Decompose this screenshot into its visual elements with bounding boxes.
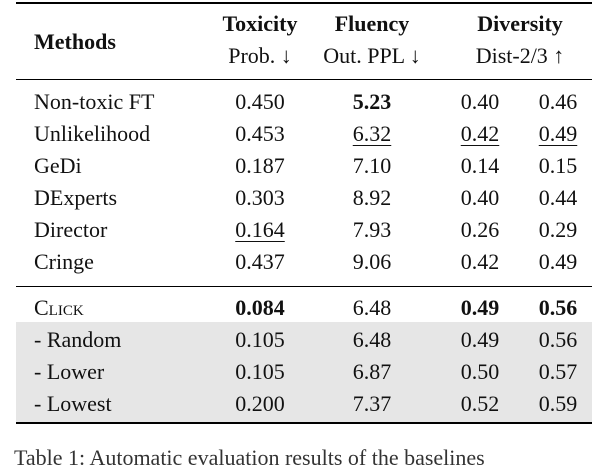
row-ppl: 6.87	[352, 359, 392, 384]
row-dist2: 0.49	[460, 295, 500, 320]
row-toxicity: 0.453	[235, 121, 285, 146]
row-ppl: 9.06	[352, 249, 392, 274]
row-method: DExperts	[34, 185, 118, 210]
row-dist2: 0.52	[460, 391, 500, 416]
bottom-rule	[16, 422, 592, 424]
header-methods: Methods	[34, 29, 116, 54]
row-toxicity: 0.303	[235, 185, 285, 210]
row-dist2: 0.50	[460, 359, 500, 384]
row-dist2: 0.26	[460, 217, 500, 242]
row-dist2: 0.40	[460, 89, 500, 114]
row-ppl: 6.32	[352, 121, 392, 146]
row-method: Non-toxic FT	[34, 89, 155, 114]
row-dist3: 0.49	[538, 249, 578, 274]
table-caption: Table 1: Automatic evaluation results of…	[14, 445, 485, 470]
row-dist2: 0.42	[460, 249, 500, 274]
row-ppl: 7.37	[352, 391, 392, 416]
row-dist3: 0.15	[538, 153, 578, 178]
top-rule	[16, 2, 592, 4]
row-dist3: 0.57	[538, 359, 578, 384]
row-dist3: 0.29	[538, 217, 578, 242]
row-toxicity: 0.200	[235, 391, 285, 416]
row-toxicity: 0.437	[235, 249, 285, 274]
row-toxicity: 0.105	[235, 327, 285, 352]
row-method: - Random	[34, 327, 122, 352]
row-toxicity: 0.105	[235, 359, 285, 384]
header-diversity-sub: Dist-2/3 ↑	[475, 43, 565, 68]
row-ppl: 8.92	[352, 185, 392, 210]
row-method: GeDi	[34, 153, 82, 178]
row-ppl: 6.48	[352, 295, 392, 320]
row-ppl: 6.48	[352, 327, 392, 352]
row-toxicity: 0.164	[235, 217, 285, 242]
row-dist3: 0.59	[538, 391, 578, 416]
row-ppl: 7.93	[352, 217, 392, 242]
row-method: Unlikelihood	[34, 121, 151, 146]
row-dist3: 0.49	[538, 121, 578, 146]
row-dist2: 0.14	[460, 153, 500, 178]
row-dist2: 0.42	[460, 121, 500, 146]
row-dist3: 0.44	[538, 185, 578, 210]
row-toxicity: 0.450	[235, 89, 285, 114]
row-dist3: 0.56	[538, 327, 578, 352]
header-toxicity-sub: Prob. ↓	[228, 43, 292, 68]
section-rule	[16, 286, 592, 287]
header-toxicity: Toxicity	[222, 11, 298, 36]
row-toxicity: 0.084	[235, 295, 285, 320]
row-method: Cringe	[34, 249, 94, 274]
row-toxicity: 0.187	[235, 153, 285, 178]
row-method: Click	[34, 295, 84, 320]
header-fluency-sub: Out. PPL ↓	[323, 43, 421, 68]
row-dist2: 0.40	[460, 185, 500, 210]
row-ppl: 7.10	[352, 153, 392, 178]
ablation-shade	[16, 322, 592, 422]
row-ppl: 5.23	[352, 89, 392, 114]
row-method: - Lowest	[34, 391, 112, 416]
row-dist2: 0.49	[460, 327, 500, 352]
header-diversity: Diversity	[477, 11, 563, 36]
row-dist3: 0.46	[538, 89, 578, 114]
row-dist3: 0.56	[538, 295, 578, 320]
row-method: Director	[34, 217, 108, 242]
row-method: - Lower	[34, 359, 105, 384]
header-fluency: Fluency	[334, 11, 410, 36]
header-rule	[16, 79, 592, 80]
